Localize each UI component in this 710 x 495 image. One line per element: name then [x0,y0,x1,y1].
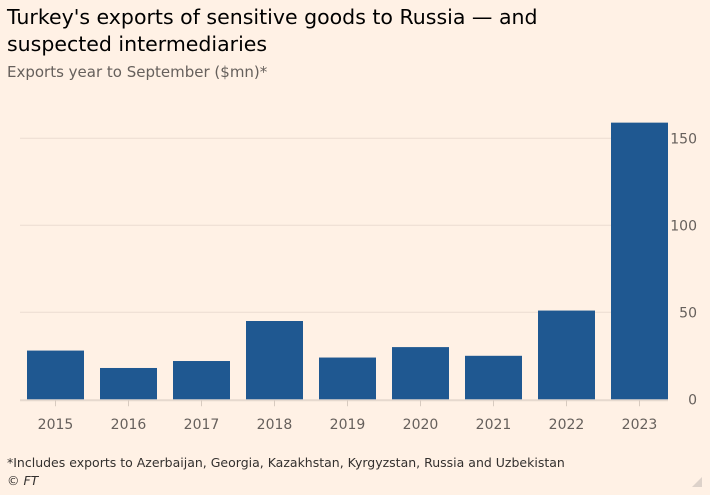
y-tick-label: 0 [688,392,697,408]
x-tick-label: 2019 [330,417,366,433]
bar-2016 [100,367,157,400]
y-tick-label: 100 [670,218,697,234]
x-tick-label: 2021 [476,417,512,433]
y-tick-label: 150 [670,131,697,147]
resize-handle-icon[interactable] [692,477,702,487]
bar-2022 [538,310,595,400]
bar-2015 [27,350,84,400]
chart-title: Turkey's exports of sensitive goods to R… [7,5,538,56]
bar-2019 [319,357,376,400]
x-tick-label: 2015 [38,417,74,433]
bar-2018 [246,321,303,400]
footnote: *Includes exports to Azerbaijan, Georgia… [7,455,565,470]
x-tick-label: 2017 [184,417,220,433]
bar-2021 [465,355,522,400]
bar-2020 [392,347,449,400]
x-tick-label: 2016 [111,417,147,433]
bar-2023 [611,122,668,400]
source-credit: © FT [7,473,39,488]
x-tick-label: 2018 [257,417,293,433]
x-tick-label: 2020 [403,417,439,433]
x-tick-label: 2022 [549,417,585,433]
x-tick-label: 2023 [622,417,658,433]
bar-chart: 0 50 100 150 2015 2016 2017 2018 2019 2020 2021 202… [20,122,697,433]
y-tick-label: 50 [679,305,697,321]
chart-subtitle: Exports year to September ($mn)* [7,63,268,81]
bar-2017 [173,361,230,400]
